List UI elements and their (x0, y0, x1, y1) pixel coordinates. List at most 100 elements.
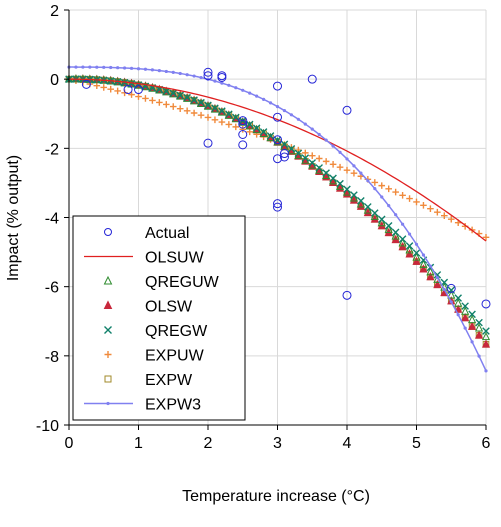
point-qreguw (454, 298, 463, 307)
point-expw3 (359, 171, 363, 175)
point-expuw (447, 215, 455, 223)
x-tick-label: 6 (482, 435, 491, 452)
point-expw3 (213, 79, 217, 83)
point-qreguw (370, 211, 379, 220)
point-qregw (468, 310, 476, 319)
point-qreguw (349, 193, 359, 202)
point-expw3 (317, 132, 321, 137)
point-expuw (114, 87, 121, 95)
point-expuw (107, 85, 114, 93)
point-expw3 (428, 264, 432, 268)
point-expw3 (185, 73, 189, 77)
point-expw3 (123, 66, 127, 70)
point-expw3 (289, 113, 293, 117)
legend-swatch-expw (104, 375, 112, 383)
point-qreguw (189, 96, 199, 105)
legend-box (72, 215, 246, 421)
y-tick-label: -2 (45, 141, 59, 158)
x-tick-label: 2 (204, 435, 213, 452)
point-actual (279, 152, 289, 162)
legend-item-olsw: OLSW (103, 299, 193, 316)
point-qregw (398, 235, 407, 243)
x-tick-label: 0 (65, 435, 74, 452)
point-qreguw (183, 93, 192, 102)
point-actual (481, 299, 491, 309)
point-olsw (474, 330, 484, 339)
series-olsuw (68, 78, 487, 242)
point-qregw (287, 144, 296, 153)
point-qregw (211, 104, 219, 112)
point-actual (217, 72, 227, 82)
point-expw3 (255, 94, 259, 98)
legend-swatch-olsw (103, 300, 113, 309)
y-tick-label: 0 (50, 72, 59, 89)
point-actual (273, 135, 282, 145)
point-actual (342, 105, 352, 115)
point-qreguw (356, 199, 366, 208)
point-actual (238, 119, 248, 129)
point-qreguw (398, 238, 407, 247)
point-actual (273, 81, 282, 91)
point-expw3 (102, 65, 106, 69)
point-expuw (336, 163, 344, 171)
point-expw3 (414, 242, 419, 246)
point-qregw (266, 132, 275, 140)
point-expw3 (463, 326, 467, 330)
point-olsw (426, 271, 435, 281)
point-expuw (93, 82, 101, 89)
point-expw3 (234, 86, 238, 90)
point-expw3 (171, 70, 175, 74)
point-expuw (315, 155, 323, 162)
point-expuw (399, 192, 406, 199)
point-qreguw (447, 290, 456, 299)
point-expuw (413, 198, 420, 206)
y-tick-label: 2 (50, 3, 59, 20)
point-qreguw (134, 80, 143, 89)
point-expw3 (248, 91, 252, 95)
point-expw3 (456, 313, 460, 317)
point-expw3 (470, 340, 474, 344)
point-expuw (427, 205, 434, 213)
point-qregw (412, 249, 421, 257)
point-expuw (308, 152, 316, 159)
point-expw3 (366, 179, 370, 183)
point-qregw (245, 120, 254, 129)
point-qreguw (377, 218, 386, 227)
point-olsw (405, 249, 414, 258)
point-actual (273, 154, 282, 164)
point-qregw (482, 327, 490, 335)
point-qreguw (363, 205, 372, 214)
point-qreguw (196, 98, 206, 107)
point-qregw (454, 294, 462, 302)
point-qregw (162, 87, 171, 96)
point-qreguw (203, 101, 213, 110)
point-actual (279, 149, 289, 159)
point-expw3 (338, 150, 342, 154)
point-expuw (100, 84, 108, 91)
point-qregw (329, 174, 337, 183)
point-expw3 (164, 69, 168, 74)
point-actual (238, 116, 248, 126)
point-expw3 (387, 204, 391, 208)
point-actual (238, 140, 248, 150)
point-qregw (238, 117, 247, 125)
point-qreguw (426, 267, 435, 276)
point-expuw (239, 126, 247, 133)
point-qregw (301, 154, 310, 162)
point-qregw (308, 159, 317, 167)
point-expw3 (227, 83, 231, 87)
legend-swatch-qreguw (103, 275, 113, 285)
point-olsw (481, 339, 491, 348)
point-qreguw (391, 231, 400, 240)
point-expuw (128, 91, 135, 98)
point-expw3 (95, 65, 99, 69)
legend-label-qreguw: QREGUW (145, 274, 220, 291)
line-olsuw (68, 78, 487, 242)
point-qreguw (141, 81, 150, 91)
point-olsw (419, 264, 428, 273)
point-expw3 (109, 65, 113, 70)
point-expw3 (143, 67, 148, 71)
point-expw3 (310, 127, 314, 131)
point-expw3 (324, 138, 328, 142)
